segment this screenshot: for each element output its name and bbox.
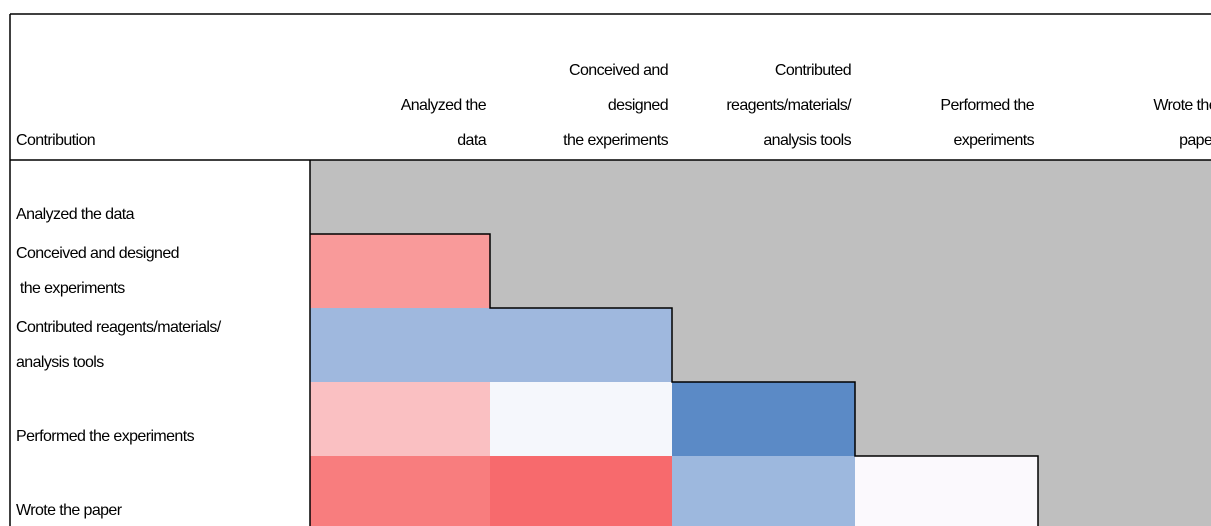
text-line: the experiments bbox=[563, 132, 668, 149]
heat-cell bbox=[310, 456, 490, 526]
text-line: data bbox=[457, 132, 486, 149]
heat-cell bbox=[855, 456, 1038, 526]
row-label: Contributed reagents/materials/analysis … bbox=[10, 308, 310, 382]
heat-cell bbox=[490, 456, 672, 526]
text-line: Contribution bbox=[16, 132, 96, 149]
text-line: Contributed bbox=[774, 62, 852, 79]
heat-cell bbox=[672, 160, 855, 234]
heat-cell bbox=[490, 308, 672, 382]
heat-cell bbox=[1038, 456, 1211, 526]
heat-cell bbox=[672, 456, 855, 526]
text-line: reagents/materials/ bbox=[726, 97, 851, 114]
text-line: Performed the experiments bbox=[16, 428, 195, 445]
text-line: experiments bbox=[953, 132, 1034, 149]
heat-cell bbox=[855, 382, 1038, 456]
heat-cell bbox=[490, 234, 672, 308]
heat-cell bbox=[310, 160, 490, 234]
text-line: Performed the bbox=[940, 97, 1034, 114]
text-line: paper bbox=[1179, 132, 1211, 149]
heat-cell bbox=[490, 160, 672, 234]
heat-cell bbox=[490, 382, 672, 456]
heat-cell bbox=[310, 308, 490, 382]
column-header: Analyzed the data bbox=[310, 14, 490, 160]
heat-cell bbox=[1038, 308, 1211, 382]
column-header: Performed the experiments bbox=[855, 14, 1038, 160]
row-label: Analyzed the data bbox=[10, 160, 310, 234]
text-line: Conceived and bbox=[569, 62, 669, 79]
column-header: Wrote the paper bbox=[1038, 14, 1211, 160]
text-line: Wrote the bbox=[1153, 97, 1211, 114]
heat-cell bbox=[1038, 160, 1211, 234]
column-header: Contributed reagents/materials/analysis t… bbox=[672, 14, 855, 160]
text-line: Contributed reagents/materials/ bbox=[16, 319, 221, 336]
heat-cell bbox=[855, 160, 1038, 234]
text-line: Conceived and designed bbox=[16, 245, 180, 262]
row-label: Conceived and designed the experiments bbox=[10, 234, 310, 308]
column-header: Conceived and designed the experiments bbox=[490, 14, 672, 160]
text-line: analysis tools bbox=[763, 132, 851, 149]
heat-cell bbox=[855, 308, 1038, 382]
corner-header: Contribution bbox=[10, 14, 310, 160]
text-line: the experiments bbox=[16, 280, 125, 297]
heat-cell bbox=[672, 382, 855, 456]
heat-cell bbox=[1038, 234, 1211, 308]
text-line: Analyzed the data bbox=[16, 206, 135, 223]
text-line: analysis tools bbox=[16, 354, 104, 371]
heat-cell bbox=[310, 234, 490, 308]
heat-cell bbox=[1038, 382, 1211, 456]
text-line: designed bbox=[607, 97, 669, 114]
row-label: Wrote the paper bbox=[10, 456, 310, 526]
text-line: Analyzed the bbox=[400, 97, 487, 114]
row-label: Performed the experiments bbox=[10, 382, 310, 456]
heat-cell bbox=[672, 308, 855, 382]
heat-cell bbox=[672, 234, 855, 308]
text-line: Wrote the paper bbox=[16, 502, 122, 519]
heat-cell bbox=[855, 234, 1038, 308]
heat-cell bbox=[310, 382, 490, 456]
